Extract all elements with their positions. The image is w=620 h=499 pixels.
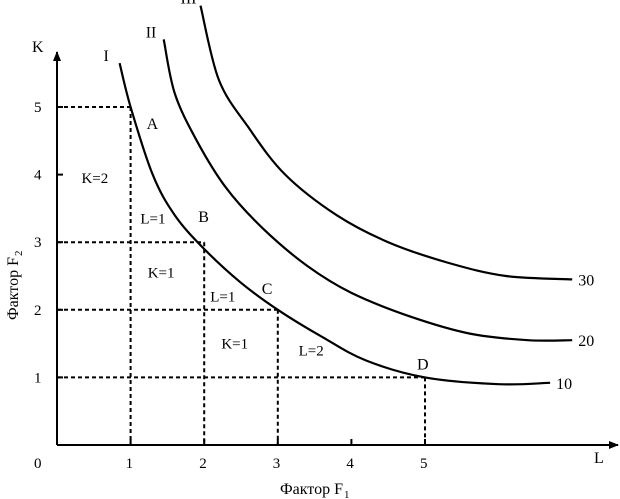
y-tick-label: 1	[34, 370, 42, 386]
point-label-c: C	[262, 281, 273, 298]
x-axis-title: Фактор F1	[280, 481, 349, 499]
isoquant-curve-II	[162, 39, 573, 342]
step-annotation: L=2	[299, 343, 324, 359]
y-tick-label: 3	[34, 235, 42, 251]
x-tick-label: 2	[199, 456, 207, 472]
curve-name-III: III	[181, 0, 197, 8]
curve-name-II: II	[146, 24, 157, 41]
isoquant-curve-I	[118, 62, 551, 386]
x-tick-label: 3	[273, 456, 281, 472]
origin-label: 0	[34, 456, 42, 472]
step-annotation: K=1	[148, 266, 175, 282]
curve-name-I: I	[104, 48, 109, 65]
step-annotation: K=1	[221, 337, 248, 353]
x-tick-label: 4	[346, 456, 354, 472]
isoquant-curve-III	[199, 5, 573, 281]
step-annotation: L=1	[210, 289, 235, 305]
y-axis-title: Фактор F2	[5, 251, 25, 320]
y-axis-letter: K	[32, 39, 44, 56]
x-tick-label: 5	[420, 456, 428, 472]
point-label-d: D	[417, 356, 429, 373]
x-axis-letter: L	[594, 450, 604, 467]
step-annotation: K=2	[81, 171, 108, 187]
y-tick-label: 4	[34, 168, 42, 184]
step-annotation: L=1	[140, 212, 165, 228]
y-tick-label: 2	[34, 303, 42, 319]
y-tick-label: 5	[34, 100, 42, 116]
x-tick-label: 1	[126, 456, 134, 472]
point-label-b: B	[198, 209, 209, 226]
curve-output-label: 10	[556, 376, 572, 393]
curve-output-label: 30	[578, 272, 594, 289]
point-label-a: A	[147, 116, 159, 133]
curve-output-label: 20	[578, 333, 594, 350]
